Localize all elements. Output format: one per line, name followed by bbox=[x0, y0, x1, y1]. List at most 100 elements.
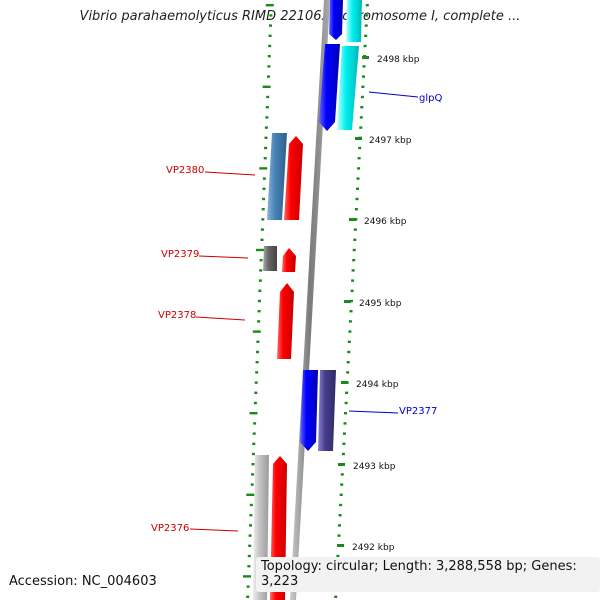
kbp-tick bbox=[341, 381, 348, 384]
tick-mark bbox=[248, 544, 252, 547]
tick-mark bbox=[344, 412, 347, 415]
leader-line-VP2376 bbox=[189, 528, 239, 532]
tick-mark bbox=[339, 493, 343, 496]
gene-arrow-VP2378-red[interactable] bbox=[277, 283, 294, 359]
tick-mark bbox=[361, 85, 365, 88]
tick-mark bbox=[357, 157, 361, 160]
tick-mark bbox=[262, 177, 266, 180]
gene-arrow-VP2377-blue[interactable] bbox=[300, 370, 318, 451]
gene-arrow-VP2380-red[interactable] bbox=[284, 136, 303, 220]
tick-mark bbox=[257, 310, 261, 313]
tick-mark bbox=[362, 75, 365, 78]
tick-mark bbox=[268, 34, 272, 37]
tick-mark bbox=[248, 534, 252, 537]
tick-mark bbox=[267, 55, 271, 58]
gene-block-VP2379-gray[interactable] bbox=[263, 246, 277, 271]
tick-mark bbox=[261, 208, 265, 211]
tick-mark bbox=[262, 197, 266, 201]
kbp-tick-label: 2492 kbp bbox=[352, 543, 395, 553]
tick-mark bbox=[360, 95, 364, 99]
tick-mark bbox=[345, 391, 349, 394]
tick-mark bbox=[353, 228, 357, 231]
tick-mark bbox=[334, 595, 338, 598]
tick-mark bbox=[247, 554, 251, 558]
tick-mark bbox=[267, 75, 270, 78]
tick-mark bbox=[256, 350, 259, 354]
accession-label: Accession: NC_004603 bbox=[9, 574, 157, 589]
gene-label-VP2378[interactable]: VP2378 bbox=[158, 310, 196, 321]
tick-mark bbox=[347, 340, 351, 343]
tick-mark bbox=[253, 422, 257, 425]
gene-arrow-top-blue[interactable] bbox=[329, 0, 343, 40]
gene-label-VP2379[interactable]: VP2379 bbox=[161, 249, 199, 260]
gene-block-VP2380-steel[interactable] bbox=[267, 133, 287, 220]
kbp-tick-label: 2495 kbp bbox=[359, 299, 402, 309]
tick-mark bbox=[249, 412, 258, 415]
tick-mark bbox=[364, 34, 368, 37]
tick-mark bbox=[243, 575, 251, 578]
gene-features bbox=[253, 0, 362, 600]
tick-mark bbox=[253, 401, 257, 405]
tick-mark bbox=[336, 554, 340, 558]
tick-mark bbox=[264, 146, 268, 150]
tick-mark bbox=[356, 177, 360, 180]
gene-label-VP2380[interactable]: VP2380 bbox=[166, 165, 204, 176]
gene-label-VP2376[interactable]: VP2376 bbox=[151, 523, 189, 534]
tick-mark bbox=[252, 442, 256, 445]
leader-line-glpQ bbox=[368, 91, 419, 98]
gene-labels: glpQ VP2380 VP2379 VP2378 VP2377 VP2376 bbox=[151, 91, 442, 534]
tick-mark bbox=[246, 493, 255, 496]
tick-mark bbox=[346, 371, 350, 374]
kbp-tick-label: 2496 kbp bbox=[364, 217, 407, 227]
tick-mark bbox=[247, 565, 251, 568]
tick-mark bbox=[348, 320, 352, 323]
tick-mark bbox=[360, 106, 364, 109]
gene-block-top-cyan[interactable] bbox=[346, 0, 362, 42]
tick-mark bbox=[339, 503, 343, 507]
tick-mark bbox=[363, 44, 367, 48]
tick-mark bbox=[250, 483, 254, 486]
tick-mark bbox=[246, 585, 250, 588]
tick-mark bbox=[264, 126, 268, 129]
tick-mark bbox=[352, 259, 356, 262]
tick-mark bbox=[362, 65, 366, 68]
tick-mark bbox=[255, 371, 259, 374]
kbp-tick-label: 2494 kbp bbox=[356, 380, 399, 390]
kbp-tick bbox=[362, 56, 369, 59]
kbp-tick-label: 2497 kbp bbox=[369, 136, 412, 146]
tick-mark bbox=[258, 279, 262, 282]
gene-arrow-VP2379-red[interactable] bbox=[282, 248, 296, 272]
tick-mark bbox=[346, 361, 350, 364]
tick-mark bbox=[254, 391, 258, 394]
kbp-tick bbox=[344, 300, 351, 303]
tick-mark bbox=[353, 238, 357, 241]
tick-mark bbox=[256, 340, 260, 343]
tick-mark bbox=[341, 452, 345, 456]
kbp-tick bbox=[355, 137, 362, 140]
tick-mark bbox=[349, 310, 353, 313]
gene-arrow-glpQ-cyan[interactable] bbox=[337, 46, 359, 130]
leader-line-VP2379 bbox=[198, 255, 249, 259]
chromosome-backbone bbox=[290, 0, 330, 600]
tick-mark bbox=[357, 167, 361, 170]
gene-arrow-glpQ-blue[interactable] bbox=[319, 44, 340, 131]
tick-mark bbox=[249, 524, 252, 527]
tick-mark bbox=[351, 279, 355, 282]
tick-mark bbox=[352, 248, 356, 252]
map-title: Vibrio parahaemolyticus RIMD 2210633 chr… bbox=[79, 9, 521, 24]
tick-mark bbox=[269, 14, 273, 17]
tick-mark bbox=[259, 259, 263, 262]
tick-mark bbox=[265, 106, 269, 109]
kbp-tick-label: 2498 kbp bbox=[377, 55, 420, 65]
tick-mark bbox=[359, 126, 363, 129]
gene-block-VP2377-slate[interactable] bbox=[318, 370, 336, 451]
tick-mark bbox=[365, 14, 369, 17]
tick-mark bbox=[256, 248, 264, 252]
tick-mark bbox=[265, 116, 269, 119]
tick-mark bbox=[364, 24, 368, 27]
tick-mark bbox=[340, 483, 344, 486]
gene-label-VP2377[interactable]: VP2377 bbox=[399, 406, 437, 417]
tick-mark bbox=[260, 228, 264, 231]
gene-label-glpQ[interactable]: glpQ bbox=[419, 93, 442, 104]
